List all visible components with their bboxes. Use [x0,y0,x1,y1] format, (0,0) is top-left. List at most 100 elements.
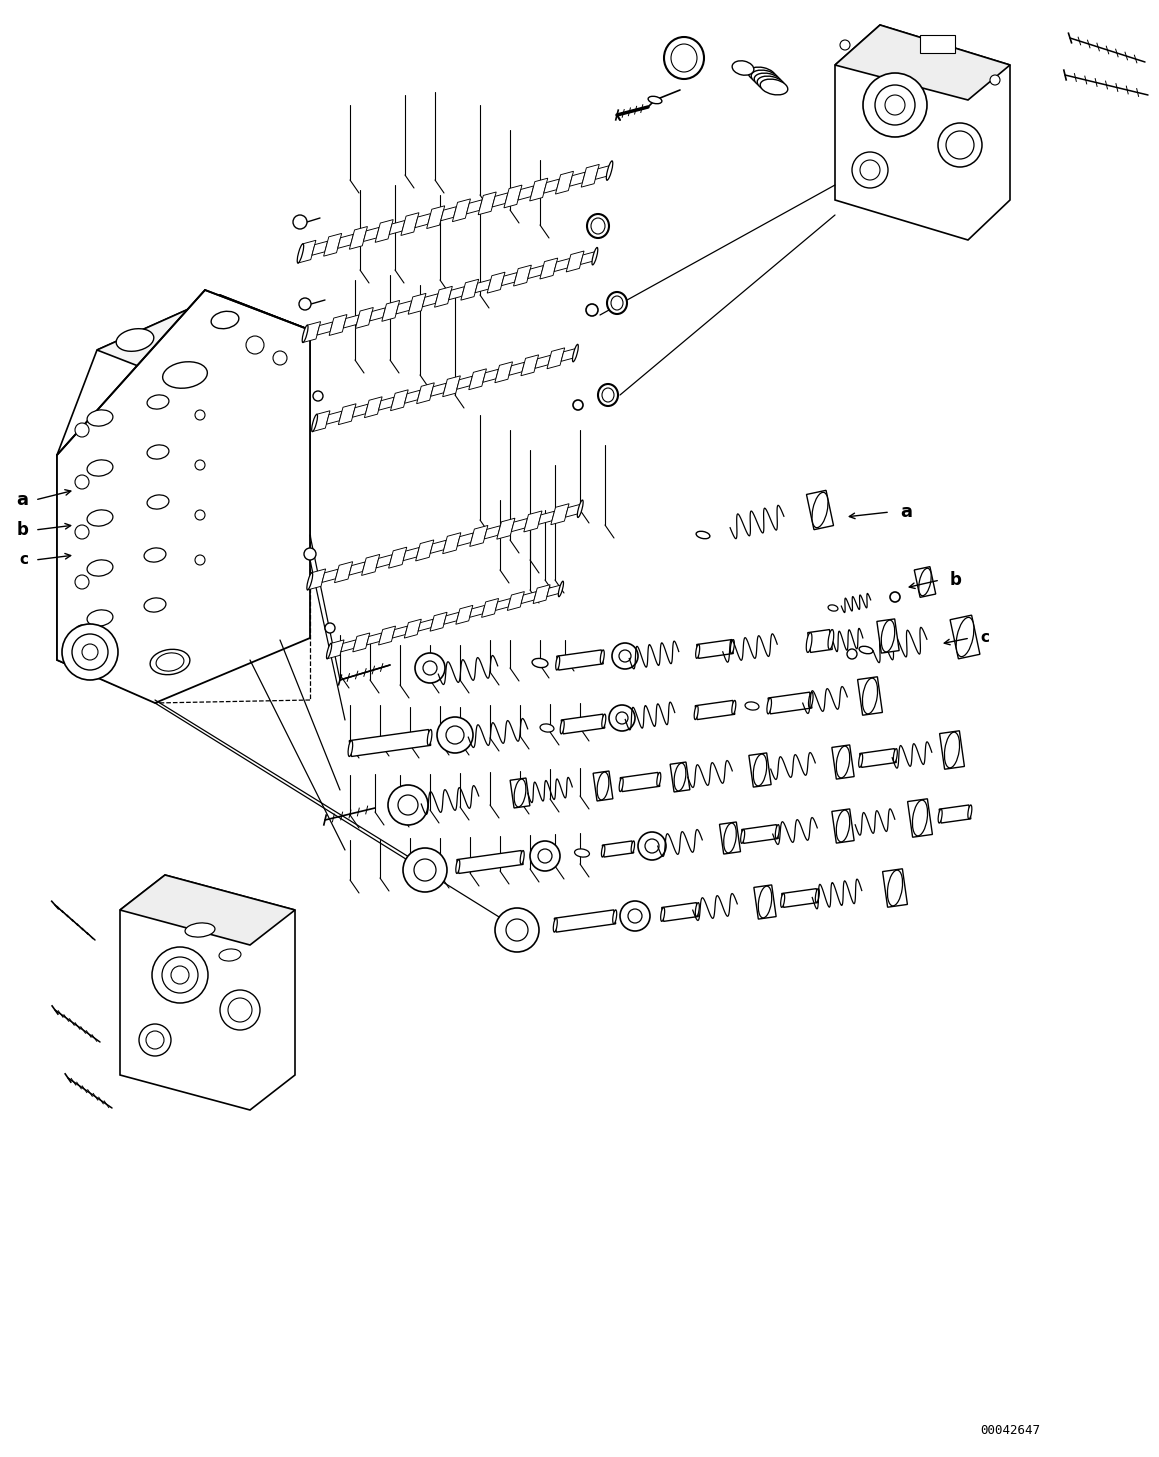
Ellipse shape [87,559,112,576]
Polygon shape [524,511,542,532]
Polygon shape [401,213,418,236]
Circle shape [75,576,89,589]
Polygon shape [527,265,544,278]
Polygon shape [455,605,473,624]
Polygon shape [544,179,560,194]
Polygon shape [569,172,585,186]
Ellipse shape [812,492,828,527]
Circle shape [75,525,89,539]
Circle shape [875,85,914,125]
Polygon shape [349,730,431,756]
Ellipse shape [530,841,560,871]
Circle shape [139,1024,172,1056]
Polygon shape [487,272,505,293]
Polygon shape [662,903,699,921]
Polygon shape [416,541,433,561]
Polygon shape [335,561,352,583]
Polygon shape [479,192,496,214]
Ellipse shape [912,800,927,836]
Ellipse shape [657,772,661,787]
Ellipse shape [611,296,624,310]
Ellipse shape [859,647,873,654]
Polygon shape [338,404,356,424]
Circle shape [860,160,880,181]
Circle shape [586,305,598,316]
Ellipse shape [147,395,169,409]
Circle shape [847,648,857,659]
Ellipse shape [756,761,764,779]
Polygon shape [554,909,615,932]
Polygon shape [403,548,420,561]
Ellipse shape [619,778,624,791]
Polygon shape [509,363,525,376]
Ellipse shape [597,772,608,800]
Polygon shape [753,884,777,919]
Circle shape [195,409,205,420]
Ellipse shape [87,460,112,476]
Circle shape [146,1032,165,1049]
Polygon shape [461,280,479,300]
Polygon shape [513,265,531,286]
Ellipse shape [628,909,642,922]
Ellipse shape [723,823,736,852]
Polygon shape [430,541,446,554]
Ellipse shape [532,659,548,667]
Polygon shape [364,396,382,418]
Ellipse shape [87,610,112,627]
Ellipse shape [894,749,897,762]
Polygon shape [443,533,461,554]
Polygon shape [508,592,524,610]
Ellipse shape [828,629,833,650]
Ellipse shape [144,548,166,562]
Ellipse shape [888,870,903,906]
Polygon shape [530,178,548,201]
Polygon shape [832,809,854,844]
Ellipse shape [602,714,606,728]
Polygon shape [768,692,812,714]
Polygon shape [475,280,490,293]
Ellipse shape [730,640,735,654]
Polygon shape [540,258,557,278]
Circle shape [228,998,252,1021]
Ellipse shape [661,908,664,921]
Ellipse shape [646,839,659,852]
Ellipse shape [891,879,899,898]
Circle shape [293,216,307,229]
Ellipse shape [620,900,650,931]
Text: a: a [16,491,28,508]
Ellipse shape [606,160,613,181]
Polygon shape [443,376,460,396]
Polygon shape [393,627,408,638]
Polygon shape [430,612,447,631]
Polygon shape [440,207,457,221]
Polygon shape [497,519,515,539]
Ellipse shape [398,796,418,814]
Text: b: b [950,571,962,589]
Ellipse shape [87,409,112,425]
Polygon shape [720,822,741,854]
Text: b: b [16,522,28,539]
Circle shape [573,401,583,409]
Ellipse shape [297,243,304,264]
Ellipse shape [755,73,782,89]
Ellipse shape [506,919,529,941]
Ellipse shape [837,746,850,778]
Polygon shape [370,307,386,321]
Text: c: c [981,631,989,645]
Ellipse shape [608,705,635,731]
Polygon shape [551,504,569,525]
Polygon shape [415,214,431,227]
Polygon shape [697,640,734,659]
Polygon shape [603,841,634,857]
Ellipse shape [156,653,184,672]
Polygon shape [522,592,537,603]
Polygon shape [518,186,533,200]
Ellipse shape [607,291,627,315]
Polygon shape [349,562,365,576]
Circle shape [61,624,118,680]
Ellipse shape [147,444,169,459]
Polygon shape [883,868,907,908]
Polygon shape [364,227,379,242]
Polygon shape [469,526,488,546]
Ellipse shape [753,755,767,785]
